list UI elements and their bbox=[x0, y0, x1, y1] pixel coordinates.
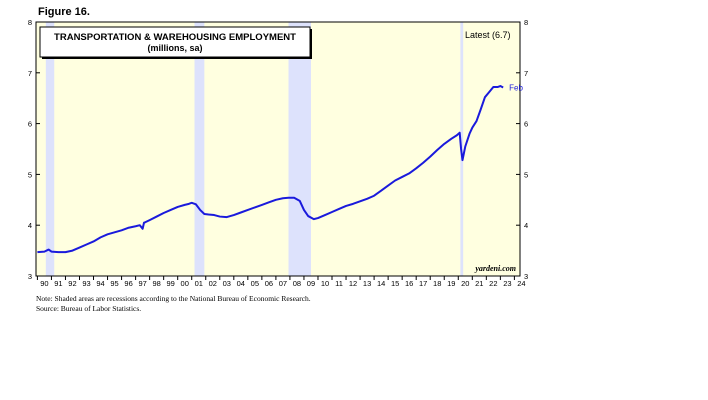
y-tick-label-right: 6 bbox=[524, 120, 528, 129]
y-tick-label-right: 7 bbox=[524, 69, 528, 78]
x-tick-label: 18 bbox=[433, 279, 441, 288]
x-tick-label: 98 bbox=[152, 279, 160, 288]
x-tick-label: 20 bbox=[461, 279, 469, 288]
x-tick-label: 07 bbox=[279, 279, 287, 288]
y-tick-label-right: 8 bbox=[524, 18, 528, 27]
y-tick-label-right: 3 bbox=[524, 272, 528, 281]
x-tick-label: 12 bbox=[349, 279, 357, 288]
x-tick-label: 05 bbox=[251, 279, 259, 288]
plot-area: 3 3 4 4 5 5 6 6 7 7 8 8 90 91 92 93 94 95 96 97 98 99 00 01 02 03… bbox=[28, 18, 528, 288]
x-tick-label: 21 bbox=[475, 279, 483, 288]
y-tick-label-right: 5 bbox=[524, 170, 528, 179]
x-tick-label: 96 bbox=[124, 279, 132, 288]
end-label: Feb bbox=[509, 84, 523, 93]
x-tick-label: 09 bbox=[307, 279, 315, 288]
x-tick-label: 93 bbox=[82, 279, 90, 288]
x-tick-label: 11 bbox=[335, 279, 343, 288]
x-tick-label: 95 bbox=[110, 279, 118, 288]
x-tick-label: 97 bbox=[138, 279, 146, 288]
x-tick-label: 23 bbox=[503, 279, 511, 288]
x-tick-label: 14 bbox=[377, 279, 385, 288]
y-tick-label-right: 4 bbox=[524, 221, 528, 230]
figure-label: Figure 16. bbox=[38, 6, 90, 18]
x-tick-label: 24 bbox=[517, 279, 525, 288]
title-box: TRANSPORTATION & WAREHOUSING EMPLOYMENT … bbox=[39, 26, 312, 59]
plot-background bbox=[36, 22, 520, 276]
x-tick-label: 10 bbox=[321, 279, 329, 288]
x-tick-label: 90 bbox=[40, 279, 48, 288]
y-tick-label-left: 3 bbox=[28, 272, 32, 281]
axis-ticks: 3 3 4 4 5 5 6 6 7 7 8 8 90 91 92 93 94 95 96 97 98 99 00 01 02 03… bbox=[28, 18, 528, 288]
x-tick-label: 00 bbox=[181, 279, 189, 288]
latest-label: Latest (6.7) bbox=[465, 30, 511, 40]
plot-frame bbox=[35, 21, 521, 277]
x-tick-label: 13 bbox=[363, 279, 371, 288]
x-tick-label: 22 bbox=[489, 279, 497, 288]
series-line bbox=[37, 85, 504, 254]
x-tick-label: 15 bbox=[391, 279, 399, 288]
recession-band bbox=[194, 22, 205, 276]
chart-title: TRANSPORTATION & WAREHOUSING EMPLOYMENT bbox=[54, 32, 296, 43]
y-tick-label-left: 5 bbox=[28, 170, 32, 179]
x-tick-label: 92 bbox=[68, 279, 76, 288]
x-tick-label: 04 bbox=[237, 279, 245, 288]
x-tick-label: 19 bbox=[447, 279, 455, 288]
watermark: yardeni.com bbox=[474, 264, 516, 273]
x-tick-label: 99 bbox=[167, 279, 175, 288]
x-tick-label: 01 bbox=[195, 279, 203, 288]
y-tick-label-left: 6 bbox=[28, 120, 32, 129]
x-tick-label: 03 bbox=[223, 279, 231, 288]
recession-band bbox=[45, 22, 55, 276]
x-tick-label: 02 bbox=[209, 279, 217, 288]
x-tick-label: 94 bbox=[96, 279, 104, 288]
y-tick-label-left: 7 bbox=[28, 69, 32, 78]
x-tick-label: 91 bbox=[54, 279, 62, 288]
note-text: Note: Shaded areas are recessions accord… bbox=[36, 294, 311, 303]
x-tick-label: 06 bbox=[265, 279, 273, 288]
x-tick-label: 17 bbox=[419, 279, 427, 288]
source-text: Source: Bureau of Labor Statistics. bbox=[36, 304, 141, 313]
recession-band bbox=[288, 22, 311, 276]
x-tick-label: 08 bbox=[293, 279, 301, 288]
chart-subtitle: (millions, sa) bbox=[147, 43, 202, 53]
y-tick-label-left: 4 bbox=[28, 221, 32, 230]
x-tick-label: 16 bbox=[405, 279, 413, 288]
y-tick-label-left: 8 bbox=[28, 18, 32, 27]
